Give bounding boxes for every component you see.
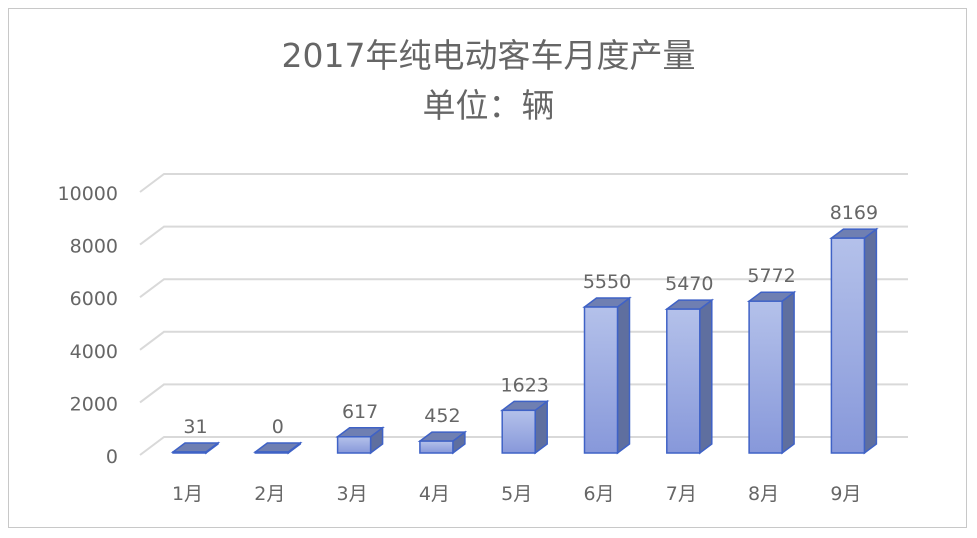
gridline [139,225,908,246]
data-label: 0 [272,416,284,438]
y-tick-label: 2000 [70,393,118,415]
x-category-label: 4月 [419,483,450,505]
bar-front [666,308,701,454]
bar [582,296,632,455]
gridline [139,436,908,456]
x-category-label: 8月 [748,483,779,505]
bar-front [501,409,536,454]
x-category-label: 3月 [337,483,368,505]
bar-front [254,451,290,454]
bar-side [699,298,713,455]
data-labels: 31 0 617 452 1623 5550 5470 5772 8169 [183,202,878,438]
data-label: 31 [183,416,207,438]
data-label: 5550 [583,271,631,293]
bar-front [172,451,207,454]
gridline [139,173,908,193]
x-category-label: 2月 [254,483,285,505]
y-axis-ticks: 0 2000 4000 6000 8000 10000 [58,183,118,468]
bar [253,441,303,455]
data-label: 8169 [830,202,878,224]
bar-side [781,290,795,455]
bar-top [253,442,303,453]
bars [170,227,879,455]
data-label: 452 [424,405,460,427]
x-category-label: 5月 [501,483,532,505]
x-axis-categories: 1月 2月 3月 4月 5月 6月 7月 8月 9月 [172,483,861,505]
y-tick-label: 6000 [70,288,118,310]
bar-top [170,442,221,453]
x-category-label: 1月 [172,483,203,505]
bar-side [863,227,878,455]
x-category-label: 9月 [830,483,861,505]
y-tick-label: 10000 [58,183,118,205]
x-category-label: 7月 [666,483,697,505]
bar-front [748,300,783,454]
y-tick-label: 8000 [70,236,118,258]
y-tick-label: 0 [106,446,118,468]
bar [746,290,797,455]
data-label: 5772 [747,265,795,287]
bar [417,430,468,455]
gridline [139,330,908,351]
bar [170,441,221,455]
data-label: 1623 [501,374,549,396]
bar [829,227,879,455]
gridline [139,383,908,404]
bar-front [830,237,866,454]
bar [335,426,385,455]
gridlines [139,173,908,456]
chart-subtitle: 单位：辆 [422,86,555,125]
x-category-label: 6月 [583,483,614,505]
gridline [139,278,908,298]
chart-title: 2017年纯电动客车月度产量 [281,36,696,75]
bar-side [616,296,631,455]
data-label: 617 [342,401,378,423]
bar [499,399,550,455]
bar [664,298,715,455]
data-label: 5470 [665,273,713,295]
bar-front [336,436,372,454]
chart-frame [8,8,967,528]
bar-front [583,306,619,454]
y-tick-label: 4000 [70,341,118,363]
bar-front [419,440,454,454]
